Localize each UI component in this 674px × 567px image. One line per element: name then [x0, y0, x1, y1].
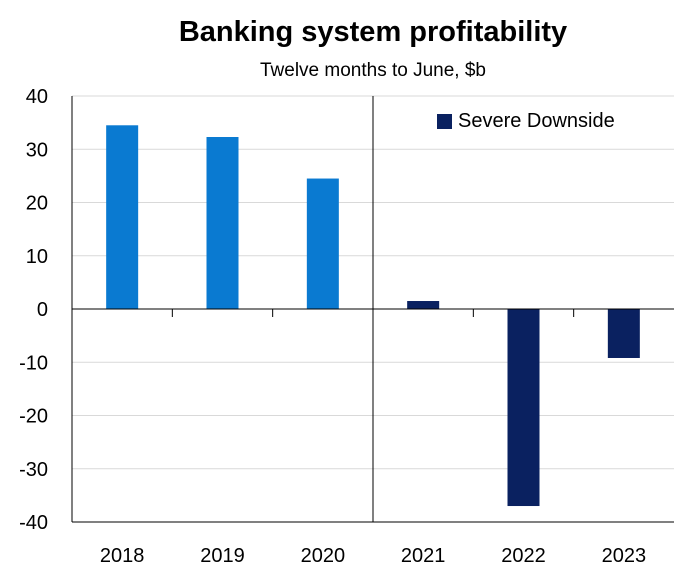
- y-tick-label: 20: [26, 193, 48, 215]
- y-tick-label: -20: [19, 406, 48, 428]
- x-tick-label: 2020: [301, 545, 346, 567]
- x-tick-label: 2023: [602, 545, 647, 567]
- bar-2018: [106, 125, 139, 309]
- bar-2023: [607, 309, 640, 358]
- y-tick-label: -40: [19, 512, 48, 534]
- y-tick-label: 0: [37, 299, 48, 321]
- chart-subtitle: Twelve months to June, $b: [259, 60, 486, 81]
- legend: Severe Downside: [437, 110, 615, 132]
- x-tick-label: 2021: [401, 545, 446, 567]
- x-tick-label: 2019: [200, 545, 245, 567]
- x-tick-label: 2022: [501, 545, 546, 567]
- bar-2021: [407, 301, 440, 309]
- y-tick-label: 30: [26, 139, 48, 161]
- y-tick-label: 40: [26, 86, 48, 108]
- chart-title: Banking system profitability: [178, 16, 568, 48]
- legend-swatch-severe-downside: [437, 113, 452, 129]
- x-tick-label: 2018: [100, 545, 145, 567]
- y-tick-label: -30: [19, 459, 48, 481]
- y-tick-label: -10: [19, 352, 48, 374]
- bar-2022: [507, 309, 540, 507]
- legend-label-severe-downside: Severe Downside: [458, 109, 615, 132]
- bar-2019: [206, 137, 239, 309]
- bar-2020: [306, 178, 339, 309]
- y-tick-label: 10: [26, 246, 48, 268]
